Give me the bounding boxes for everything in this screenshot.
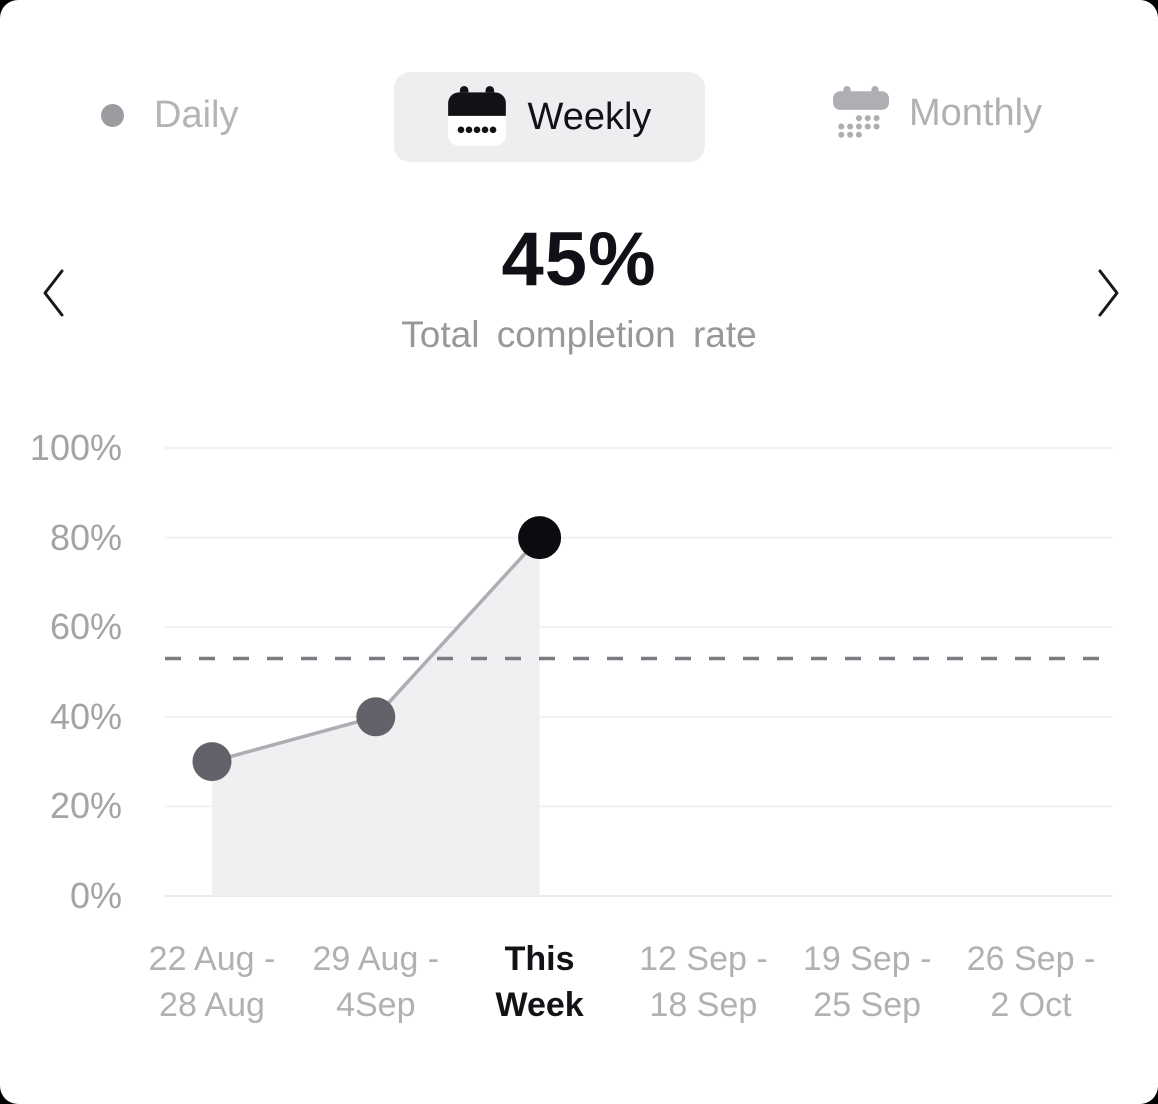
y-tick-label: 0% (69, 875, 122, 916)
tab-daily-label: Daily (154, 94, 239, 136)
tab-monthly[interactable]: Monthly (833, 86, 1042, 140)
completion-rate-value: 45% (501, 217, 657, 302)
chevron-left-icon[interactable] (38, 268, 70, 318)
tab-daily[interactable]: Daily (101, 94, 238, 137)
tab-monthly-label: Monthly (909, 91, 1043, 134)
x-tick-label: 26 Sep -2 Oct (966, 940, 1096, 1024)
y-tick-label: 100% (29, 427, 122, 468)
x-tick-label: This Week (495, 940, 584, 1024)
tab-weekly[interactable]: Weekly (394, 72, 705, 162)
x-tick-label: 29 Aug -4Sep (312, 940, 440, 1024)
dot-icon (101, 104, 124, 127)
x-tick-label: 22 Aug -28 Aug (148, 940, 276, 1024)
calendar-weekly-icon (447, 86, 506, 146)
data-point[interactable] (356, 697, 396, 737)
y-tick-label: 20% (49, 785, 122, 827)
x-tick-label: 19 Sep -25 Sep (802, 940, 932, 1024)
completion-rate-label: Total completion rate (401, 314, 757, 355)
x-tick-label: 12 Sep -18 Sep (639, 940, 768, 1024)
y-tick-label: 60% (49, 606, 122, 648)
y-tick-label: 80% (49, 516, 122, 558)
tab-weekly-label: Weekly (527, 95, 652, 138)
y-tick-label: 40% (49, 695, 122, 737)
calendar-monthly-icon (833, 86, 889, 138)
data-point[interactable] (518, 516, 562, 560)
chevron-right-icon[interactable] (1092, 268, 1124, 318)
data-point[interactable] (192, 742, 232, 782)
